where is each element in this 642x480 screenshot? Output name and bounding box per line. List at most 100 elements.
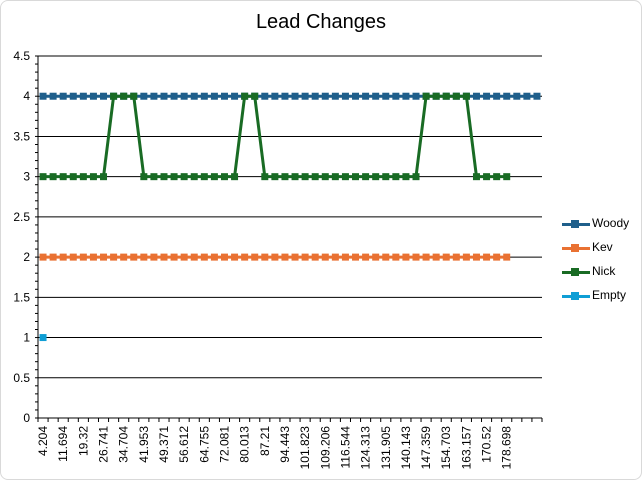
y-tick-label: 3.5 — [13, 129, 30, 143]
x-tick-label: 101.823 — [298, 426, 312, 470]
data-point-kev — [210, 253, 218, 261]
data-point-kev — [160, 253, 168, 261]
data-point-nick — [321, 173, 329, 181]
data-point-nick — [69, 173, 77, 181]
data-point-woody — [261, 92, 269, 100]
x-tick-label: 49.371 — [157, 426, 171, 463]
data-point-nick — [59, 173, 67, 181]
data-point-woody — [352, 92, 360, 100]
data-point-woody — [513, 92, 521, 100]
data-point-woody — [180, 92, 188, 100]
data-point-kev — [150, 253, 158, 261]
x-tick-label: 131.905 — [379, 426, 393, 470]
data-point-nick — [200, 173, 208, 181]
data-point-nick — [341, 173, 349, 181]
data-point-woody — [100, 92, 108, 100]
data-point-woody — [59, 92, 67, 100]
data-point-nick — [241, 92, 249, 100]
data-point-kev — [281, 253, 289, 261]
data-point-kev — [382, 253, 390, 261]
data-point-nick — [150, 173, 158, 181]
data-point-woody — [523, 92, 531, 100]
x-tick-label: 87.21 — [258, 426, 272, 456]
data-point-woody — [140, 92, 148, 100]
data-point-nick — [39, 173, 47, 181]
x-tick-label: 178.698 — [500, 426, 514, 470]
data-point-woody — [362, 92, 370, 100]
data-point-kev — [503, 253, 511, 261]
legend-item-empty: Empty — [560, 284, 640, 308]
data-point-kev — [241, 253, 249, 261]
data-point-kev — [130, 253, 138, 261]
x-tick-label: 26.741 — [97, 426, 111, 463]
x-tick-label: 4.204 — [36, 426, 50, 456]
data-point-woody — [412, 92, 420, 100]
y-tick-label: 0 — [23, 411, 30, 425]
legend-item-nick: Nick — [560, 260, 640, 284]
data-point-nick — [100, 173, 108, 181]
data-point-woody — [472, 92, 480, 100]
data-point-woody — [321, 92, 329, 100]
data-point-nick — [503, 173, 511, 181]
data-point-kev — [140, 253, 148, 261]
data-point-nick — [140, 173, 148, 181]
data-point-nick — [180, 173, 188, 181]
data-point-nick — [291, 173, 299, 181]
data-point-nick — [261, 173, 269, 181]
x-tick-label: 170.52 — [480, 426, 494, 463]
data-point-kev — [352, 253, 360, 261]
data-point-kev — [79, 253, 87, 261]
data-point-woody — [170, 92, 178, 100]
data-point-kev — [231, 253, 239, 261]
data-point-woody — [311, 92, 319, 100]
y-tick-label: 1.5 — [13, 290, 30, 304]
data-point-woody — [89, 92, 97, 100]
data-point-kev — [462, 253, 470, 261]
data-point-kev — [362, 253, 370, 261]
data-point-nick — [130, 92, 138, 100]
data-point-woody — [533, 92, 541, 100]
data-point-nick — [493, 173, 501, 181]
data-point-nick — [402, 173, 410, 181]
data-point-kev — [180, 253, 188, 261]
data-point-nick — [110, 92, 118, 100]
data-point-kev — [402, 253, 410, 261]
data-point-woody — [69, 92, 77, 100]
data-point-woody — [503, 92, 511, 100]
data-point-nick — [422, 92, 430, 100]
data-point-kev — [261, 253, 269, 261]
legend-label-nick: Nick — [592, 264, 616, 278]
data-point-nick — [452, 92, 460, 100]
data-point-woody — [231, 92, 239, 100]
data-point-nick — [362, 173, 370, 181]
x-tick-label: 154.703 — [439, 426, 453, 470]
data-point-woody — [493, 92, 501, 100]
data-point-kev — [251, 253, 259, 261]
data-point-empty — [39, 334, 47, 342]
data-point-woody — [39, 92, 47, 100]
x-tick-label: 34.704 — [117, 426, 131, 463]
data-point-woody — [210, 92, 218, 100]
data-point-kev — [110, 253, 118, 261]
data-point-kev — [89, 253, 97, 261]
legend-marker-nick — [571, 268, 579, 276]
x-tick-label: 147.359 — [419, 426, 433, 470]
data-point-nick — [331, 173, 339, 181]
x-tick-label: 116.544 — [338, 426, 352, 469]
x-tick-label: 80.013 — [238, 426, 252, 463]
data-point-kev — [472, 253, 480, 261]
legend-label-empty: Empty — [592, 288, 627, 302]
data-point-nick — [160, 173, 168, 181]
data-point-nick — [372, 173, 380, 181]
data-point-woody — [200, 92, 208, 100]
data-point-nick — [412, 173, 420, 181]
data-point-kev — [190, 253, 198, 261]
x-tick-label: 94.443 — [278, 426, 292, 463]
data-point-kev — [59, 253, 67, 261]
data-point-kev — [493, 253, 501, 261]
data-point-woody — [372, 92, 380, 100]
data-point-kev — [442, 253, 450, 261]
y-tick-label: 0.5 — [13, 371, 30, 385]
data-point-woody — [190, 92, 198, 100]
